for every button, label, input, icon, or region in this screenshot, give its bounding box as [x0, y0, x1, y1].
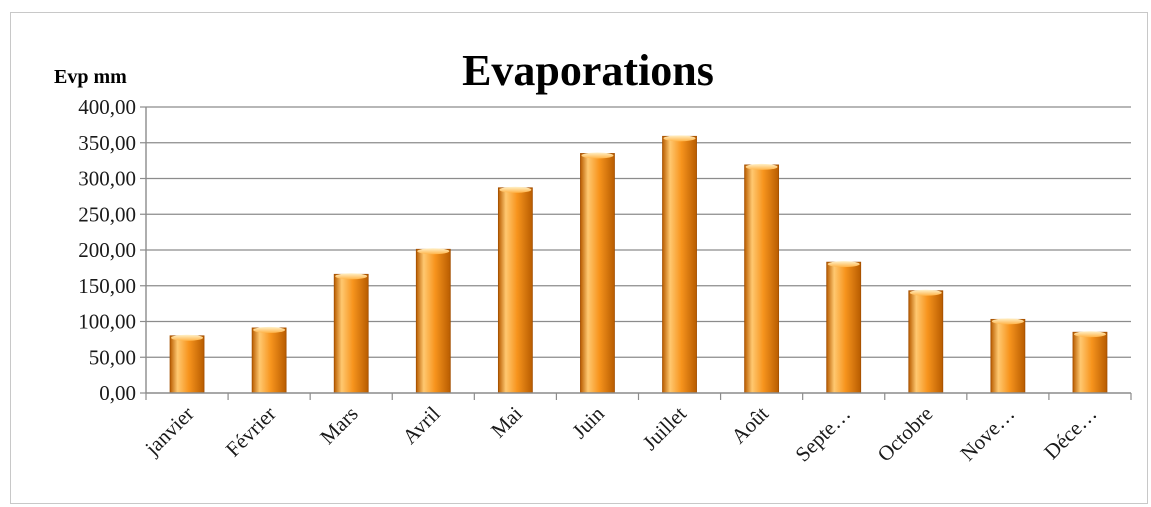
bar	[908, 290, 944, 394]
bar-7	[662, 135, 697, 394]
x-tick-label: Déce…	[1039, 402, 1101, 464]
y-tick-label: 50,00	[89, 345, 136, 369]
y-tick-label: 400,00	[78, 95, 136, 119]
bar-cap	[991, 318, 1024, 325]
bars	[169, 135, 1108, 394]
x-tick-label: Juillet	[638, 401, 691, 454]
bar-cap	[417, 248, 450, 255]
bar-8	[744, 163, 780, 394]
bar-11	[990, 318, 1026, 394]
x-tick-label: Mars	[315, 402, 362, 449]
bar-cap	[253, 326, 286, 333]
bar-2	[251, 326, 287, 394]
bar-chart: Evaporations Evp mm 0,00 50,00 100,00 150,0…	[54, 46, 1132, 466]
bar-cap	[745, 163, 778, 170]
x-tick-label: Avril	[398, 401, 445, 448]
bar	[744, 164, 780, 394]
y-tick-label: 150,00	[78, 274, 136, 298]
x-tick-label: Septe…	[790, 402, 855, 467]
bar-10	[908, 289, 944, 394]
x-axis-labels: janvier Février Mars Avril Mai Juin Juillet Aoû…	[140, 401, 1102, 466]
bar-cap	[827, 261, 860, 268]
bar	[580, 153, 615, 394]
chart-title: Evaporations	[462, 46, 714, 95]
x-tick-label: Nove…	[955, 402, 1019, 466]
x-tick-label: Juin	[567, 401, 609, 443]
y-tick-label: 300,00	[78, 167, 136, 191]
bar	[826, 261, 862, 394]
bar	[1072, 331, 1108, 394]
x-tick-label: Février	[221, 402, 281, 462]
bar-cap	[171, 334, 204, 341]
gridlines	[146, 106, 1131, 358]
bar-3	[333, 273, 369, 394]
y-axis-label: Evp mm	[54, 66, 127, 88]
bar-5	[497, 186, 533, 394]
bar-6	[580, 152, 615, 394]
y-axis-ticks: 0,00 50,00 100,00 150,00 200,00 250,00 300,00 3…	[78, 95, 146, 405]
bar-1	[169, 334, 205, 394]
bar-cap	[581, 152, 614, 159]
x-tick-label: Mai	[486, 401, 527, 442]
bar-cap	[335, 273, 368, 280]
bar	[662, 135, 697, 394]
chart-container: Evaporations Evp mm 0,00 50,00 100,00 150,0…	[10, 12, 1148, 504]
bar	[251, 327, 287, 394]
y-tick-label: 0,00	[99, 381, 136, 405]
x-tick-label: Octobre	[873, 402, 938, 467]
bar	[169, 335, 205, 394]
bar	[333, 273, 369, 394]
axes	[145, 107, 1132, 400]
x-tick-label: Août	[726, 401, 773, 448]
y-tick-label: 350,00	[78, 131, 136, 155]
bar-cap	[1073, 331, 1106, 338]
y-tick-label: 250,00	[78, 202, 136, 226]
y-tick-label: 200,00	[78, 238, 136, 262]
y-tick-label: 100,00	[78, 310, 136, 334]
bar	[415, 248, 451, 394]
bar-12	[1072, 331, 1108, 394]
bar-9	[826, 261, 862, 394]
bar	[497, 187, 533, 394]
x-tick-label: janvier	[140, 402, 199, 461]
bar-4	[415, 248, 451, 394]
bar-cap	[909, 289, 942, 296]
bar-cap	[499, 186, 532, 193]
bar-cap	[663, 135, 696, 142]
bar	[990, 318, 1026, 394]
